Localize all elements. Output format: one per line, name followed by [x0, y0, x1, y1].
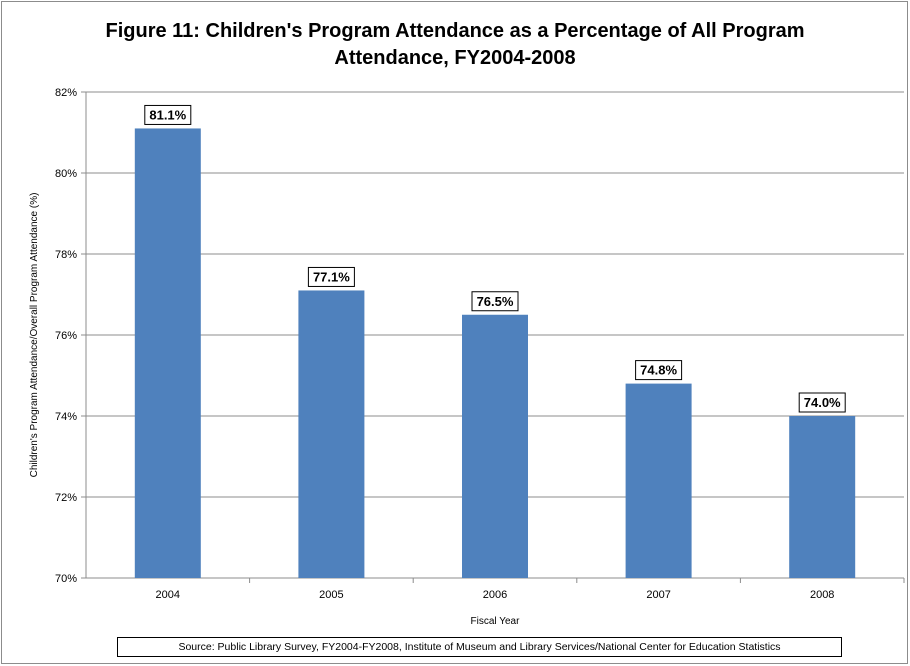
data-label: 74.8%	[640, 363, 677, 378]
y-tick-label: 76%	[55, 330, 77, 342]
source-note: Source: Public Library Survey, FY2004-FY…	[117, 637, 842, 657]
data-label-box	[798, 392, 846, 413]
data-label-box	[635, 360, 683, 381]
bar-2006	[462, 314, 528, 578]
y-tick-label: 82%	[55, 87, 77, 99]
data-label-box	[307, 266, 355, 287]
x-tick-label: 2004	[156, 589, 180, 601]
chart-title: Figure 11: Children's Program Attendance…	[60, 18, 850, 72]
x-tick-label: 2008	[810, 589, 834, 601]
data-label-box	[471, 291, 519, 312]
y-axis-title: Children's Program Attendance/Overall Pr…	[29, 193, 40, 478]
x-axis-title: Fiscal Year	[471, 616, 521, 627]
y-tick-label: 72%	[55, 492, 77, 504]
x-tick-label: 2006	[483, 589, 507, 601]
bar-2008	[789, 416, 856, 578]
y-tick-label: 74%	[55, 411, 77, 423]
bar-2005	[298, 290, 365, 578]
data-label: 74.0%	[804, 395, 841, 410]
chart-title-line-1: Figure 11: Children's Program Attendance…	[105, 20, 805, 42]
data-label: 81.1%	[149, 107, 186, 122]
data-label: 76.5%	[477, 294, 514, 309]
chart-title-line-2: Attendance, FY2004-2008	[334, 47, 576, 69]
x-tick-label: 2007	[646, 589, 670, 601]
y-tick-label: 80%	[55, 168, 77, 180]
y-tick-label: 78%	[55, 249, 77, 261]
bar-2007	[625, 383, 692, 578]
data-label: 77.1%	[313, 269, 350, 284]
data-label-box	[144, 104, 192, 125]
bar-2004	[134, 128, 201, 578]
x-tick-label: 2005	[319, 589, 343, 601]
y-tick-label: 70%	[55, 573, 77, 585]
